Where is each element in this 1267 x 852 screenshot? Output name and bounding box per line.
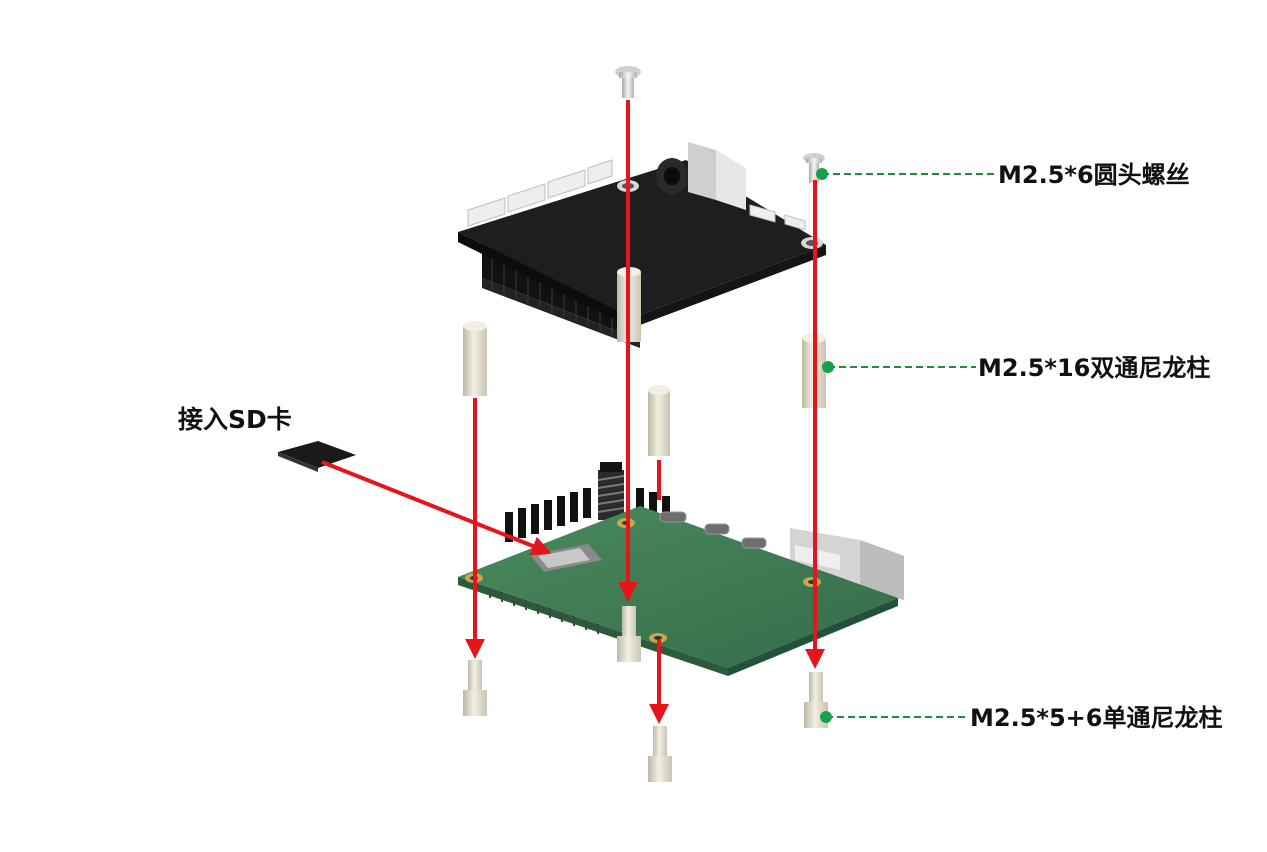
main-board bbox=[458, 462, 904, 676]
screw-left bbox=[615, 66, 641, 98]
label-sd-card: 接入SD卡 bbox=[178, 405, 292, 434]
sd-card bbox=[278, 441, 356, 472]
hat-board bbox=[458, 142, 826, 348]
leader-lines bbox=[822, 173, 996, 718]
assembly-arrows bbox=[321, 100, 825, 724]
label-single-standoff: M2.5*5+6单通尼龙柱 bbox=[970, 704, 1222, 732]
screw-right bbox=[803, 153, 825, 183]
standoff-single bbox=[463, 606, 828, 782]
label-screw: M2.5*6圆头螺丝 bbox=[998, 161, 1190, 189]
leader-dots bbox=[816, 168, 834, 723]
label-double-standoff: M2.5*16双通尼龙柱 bbox=[978, 354, 1210, 382]
